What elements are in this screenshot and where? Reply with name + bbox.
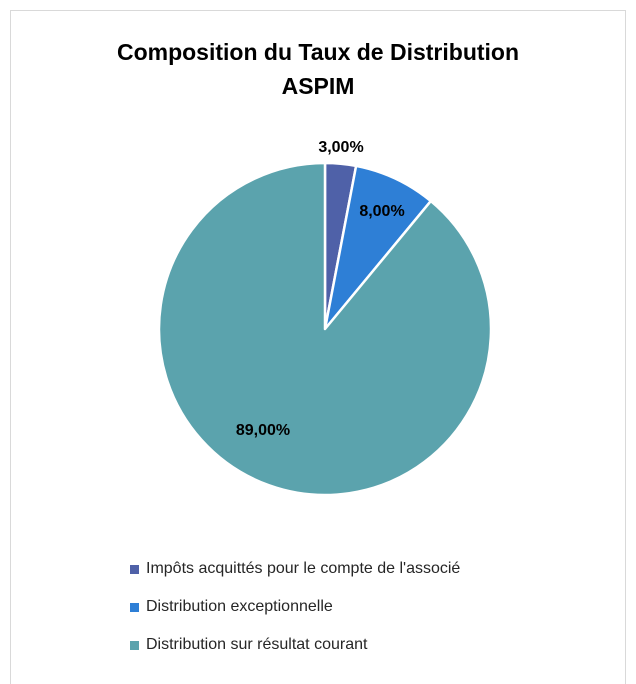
legend-item-exceptionnelle: Distribution exceptionnelle	[130, 598, 333, 616]
pie-slice-courant	[157, 161, 493, 497]
legend-swatch-exceptionnelle	[130, 602, 139, 612]
legend-label-courant: Distribution sur résultat courant	[146, 636, 368, 653]
data-label-impots: 3,00%	[318, 139, 363, 156]
legend-item-impots: Impôts acquittés pour le compte de l'ass…	[130, 560, 460, 578]
legend-swatch-impots	[130, 564, 139, 574]
chart-title: Composition du Taux de Distribution	[116, 39, 520, 65]
legend-label-exceptionnelle: Distribution exceptionnelle	[146, 598, 333, 615]
chart-subtitle: ASPIM	[281, 73, 355, 99]
legend-swatch-courant	[130, 640, 139, 650]
legend-label-impots: Impôts acquittés pour le compte de l'ass…	[146, 560, 461, 577]
data-label-exceptionnelle: 8,00%	[359, 203, 404, 220]
data-label-courant: 89,00%	[236, 422, 290, 439]
legend-item-courant: Distribution sur résultat courant	[130, 636, 367, 654]
